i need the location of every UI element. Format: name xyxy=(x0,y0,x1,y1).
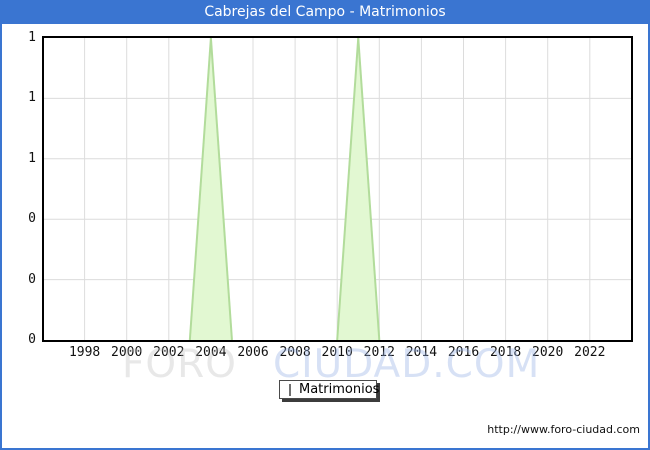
x-tick-label: 2016 xyxy=(447,345,480,360)
legend: Matrimonios xyxy=(279,380,380,399)
x-tick-label: 2002 xyxy=(153,345,185,360)
y-tick-label: 1 xyxy=(28,90,36,106)
area-fill xyxy=(44,38,611,340)
x-tick-label: 2000 xyxy=(111,345,143,360)
chart-canvas xyxy=(44,38,631,340)
x-tick-label: 2004 xyxy=(195,345,227,360)
x-tick-label: 2014 xyxy=(405,345,438,360)
y-tick-label: 1 xyxy=(28,150,36,166)
area-edge xyxy=(357,38,381,340)
area-edge xyxy=(336,38,360,340)
x-tick-label: 2020 xyxy=(532,345,564,360)
x-tick-label: 2018 xyxy=(489,345,522,360)
y-tick-label: 1 xyxy=(28,30,36,45)
legend-swatch-icon xyxy=(289,383,291,396)
y-tick-label: 0 xyxy=(28,211,36,227)
x-tick-label: 2006 xyxy=(237,345,269,360)
area-edge xyxy=(209,38,233,340)
x-tick-label: 1998 xyxy=(68,345,101,360)
source-url: http://www.foro-ciudad.com xyxy=(487,423,640,436)
x-tick-label: 2008 xyxy=(279,345,311,360)
x-tick-label: 2022 xyxy=(574,345,606,360)
plot-area xyxy=(42,36,633,342)
y-tick-label: 0 xyxy=(28,332,36,347)
x-tick-label: 2012 xyxy=(363,345,395,360)
y-tick-label: 0 xyxy=(28,271,36,287)
x-tick-label: 2010 xyxy=(321,345,353,360)
area-edge xyxy=(188,38,212,340)
legend-label: Matrimonios xyxy=(299,382,380,397)
chart-title: Cabrejas del Campo - Matrimonios xyxy=(2,2,648,24)
